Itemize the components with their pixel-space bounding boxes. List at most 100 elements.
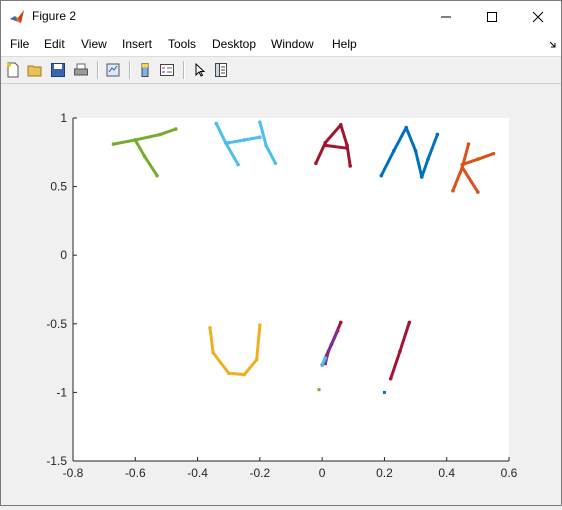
y-tick-label: -1.5 [46,454,67,468]
series-6-point [398,349,402,354]
plot-svg: -0.8 -0.6 -0.4 -0.2 0 0.2 0.4 0.6 1 0.5 0 -0.5 -1 -1.… [46,111,517,480]
series-5-point [258,323,262,327]
series-3-point [379,173,384,178]
maximize-button[interactable] [469,1,515,32]
axes-background[interactable] [73,118,509,461]
menu-insert[interactable]: Insert [122,37,153,51]
series-5-point [226,371,231,375]
isolated-marker [317,388,321,392]
link-plot-button[interactable] [103,60,123,80]
colorbar-icon [141,63,149,77]
printer-icon [74,63,88,76]
series-3-point [426,157,430,161]
series-2-point [345,143,349,148]
title-bar: Figure 2 [1,1,561,32]
link-plot-icon [106,63,120,77]
series-2-point [314,161,318,166]
y-tick-label: 1 [60,111,67,125]
close-icon [532,11,544,22]
close-button[interactable] [515,1,561,32]
series-8-point [320,363,324,367]
toolbar-separator [97,61,99,79]
menu-view[interactable]: View [81,37,107,51]
series-4-point [460,165,465,170]
series-4-point [466,142,471,146]
property-inspector-button[interactable] [211,60,231,80]
series-7-point [326,349,331,354]
window-title: Figure 2 [32,9,77,23]
folder-icon [27,65,42,77]
new-figure-button[interactable] [3,60,23,80]
series-1-point [226,140,231,145]
series-1-point [223,140,228,145]
series-0-point [173,127,178,131]
save-button[interactable] [48,60,68,80]
pointer-arrow-icon [195,62,206,77]
data-layer [111,120,496,394]
x-tick-label: 0.6 [501,466,518,480]
series-1-point [264,143,268,148]
series-2-point [323,140,328,145]
series-4-point [491,151,496,156]
x-tick-label: -0.2 [250,466,271,480]
minimize-button[interactable] [423,1,469,32]
series-5-line [208,323,262,377]
axes-frame [72,118,509,462]
menu-tools[interactable]: Tools [168,37,197,51]
series-7-point [335,328,340,333]
series-1-point [236,162,240,167]
series-4-point [460,162,465,167]
new-file-icon [7,62,19,78]
print-button[interactable] [71,60,91,80]
series-1-point [258,135,262,140]
series-2-point [339,123,343,127]
menu-edit[interactable]: Edit [44,37,65,51]
dock-arrow-icon[interactable] [549,41,557,49]
toolbar-separator [183,61,185,79]
menu-desktop[interactable]: Desktop [212,37,257,51]
insert-legend-button[interactable] [157,60,177,80]
series-0-point [142,154,147,159]
figure-canvas: -0.8 -0.6 -0.4 -0.2 0 0.2 0.4 0.6 1 0.5 0 -0.5 -1 -1.… [1,84,561,505]
series-3-point [404,125,409,130]
x-tick-label: 0.4 [438,466,455,480]
series-5-point [211,350,215,355]
series-6-point [407,320,412,325]
series-0-point [133,138,138,142]
y-tick-label: -0.5 [46,317,67,331]
y-tick-label: -1 [56,385,67,399]
menu-window[interactable]: Window [271,37,314,51]
series-8-point [323,356,328,360]
series-2-point [345,146,349,150]
toolbar-separator [129,61,131,79]
toolbar [1,57,561,84]
series-3-point [413,149,418,153]
series-4-point [451,188,455,193]
series-2-line [323,143,349,150]
property-inspector-icon [215,63,227,77]
series-6-point [339,320,343,325]
menu-help[interactable]: Help [332,37,357,51]
series-4-point [476,190,480,194]
x-tick-label: -0.6 [125,466,146,480]
series-1-point [273,161,278,166]
edit-plot-button[interactable] [189,60,209,80]
isolated-marker [382,390,386,394]
series-2-point [348,164,352,168]
series-0-line [112,127,178,146]
minimize-icon [441,16,451,17]
series-5-point [254,357,259,362]
menu-file[interactable]: File [10,37,30,51]
insert-colorbar-button[interactable] [135,60,155,80]
tick-marks: -0.8 -0.6 -0.4 -0.2 0 0.2 0.4 0.6 1 0.5 0 -0.5 -1 -1.… [46,111,517,480]
x-tick-label: -0.4 [187,466,208,480]
matlab-logo-icon [10,10,24,23]
series-0-point [155,173,159,178]
maximize-icon [487,11,497,22]
save-icon [51,63,65,77]
series-6-point [388,376,393,381]
menu-bar: File Edit View Insert Tools Desktop Wind… [1,32,561,57]
series-1-point [214,121,219,126]
open-file-button[interactable] [25,60,45,80]
